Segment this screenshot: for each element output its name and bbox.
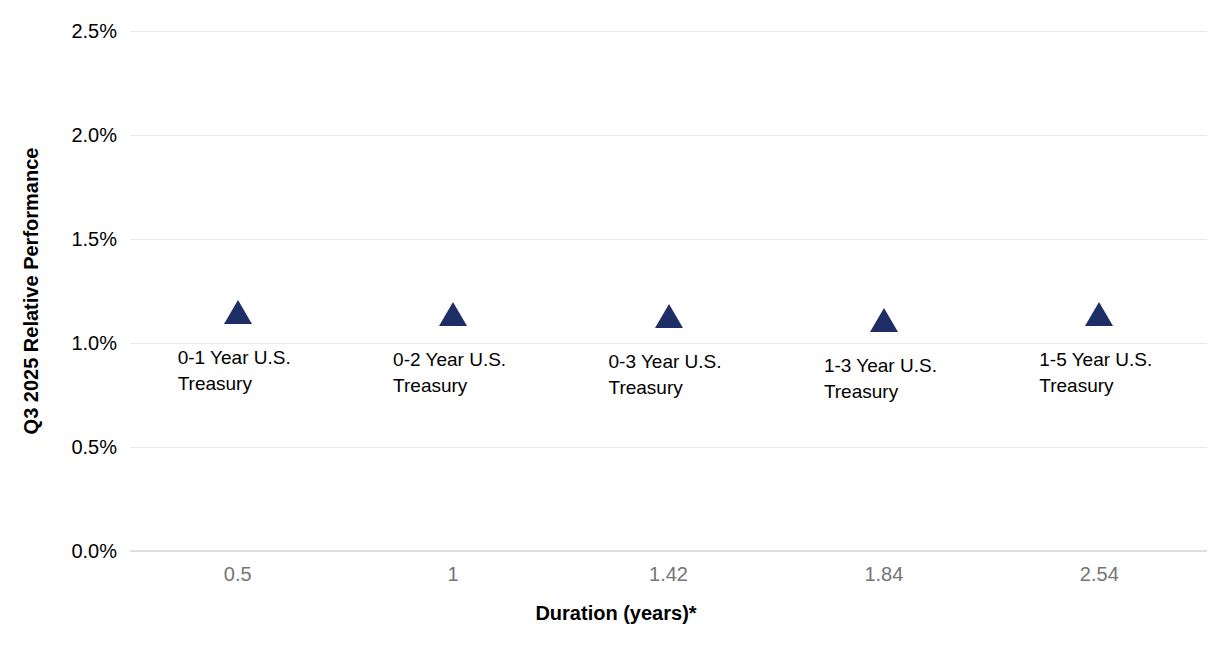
x-tick-label: 0.5 xyxy=(193,561,283,587)
gridline xyxy=(130,135,1207,136)
gridline xyxy=(130,343,1207,344)
data-point-label: 0-3 Year U.S. Treasury xyxy=(609,349,749,401)
y-tick-label: 1.0% xyxy=(55,330,117,356)
x-tick-label: 1 xyxy=(408,561,498,587)
data-point-marker xyxy=(655,304,683,328)
data-point-marker xyxy=(1085,302,1113,326)
data-point-marker xyxy=(870,308,898,332)
data-point-marker xyxy=(224,300,252,324)
x-axis-title: Duration (years)* xyxy=(0,602,1232,625)
x-tick-label: 1.84 xyxy=(839,561,929,587)
y-tick-label: 2.5% xyxy=(55,18,117,44)
gridline xyxy=(130,31,1207,32)
data-point-label: 1-3 Year U.S. Treasury xyxy=(824,353,964,405)
x-tick-label: 2.54 xyxy=(1054,561,1144,587)
y-axis-title: Q3 2025 Relative Performance xyxy=(20,148,43,435)
y-tick-label: 0.0% xyxy=(55,538,117,564)
data-point-label: 0-1 Year U.S. Treasury xyxy=(178,345,318,397)
data-point-marker xyxy=(439,302,467,326)
y-tick-label: 2.0% xyxy=(55,122,117,148)
gridline xyxy=(130,447,1207,448)
gridline xyxy=(130,239,1207,240)
data-point-label: 1-5 Year U.S. Treasury xyxy=(1039,347,1179,399)
x-axis-line xyxy=(130,550,1207,552)
y-tick-label: 0.5% xyxy=(55,434,117,460)
data-point-label: 0-2 Year U.S. Treasury xyxy=(393,347,533,399)
scatter-chart: Q3 2025 Relative Performance 0-1 Year U.… xyxy=(0,0,1232,650)
x-tick-label: 1.42 xyxy=(624,561,714,587)
y-tick-label: 1.5% xyxy=(55,226,117,252)
plot-area: 0-1 Year U.S. Treasury 0-2 Year U.S. Trea… xyxy=(130,31,1207,551)
